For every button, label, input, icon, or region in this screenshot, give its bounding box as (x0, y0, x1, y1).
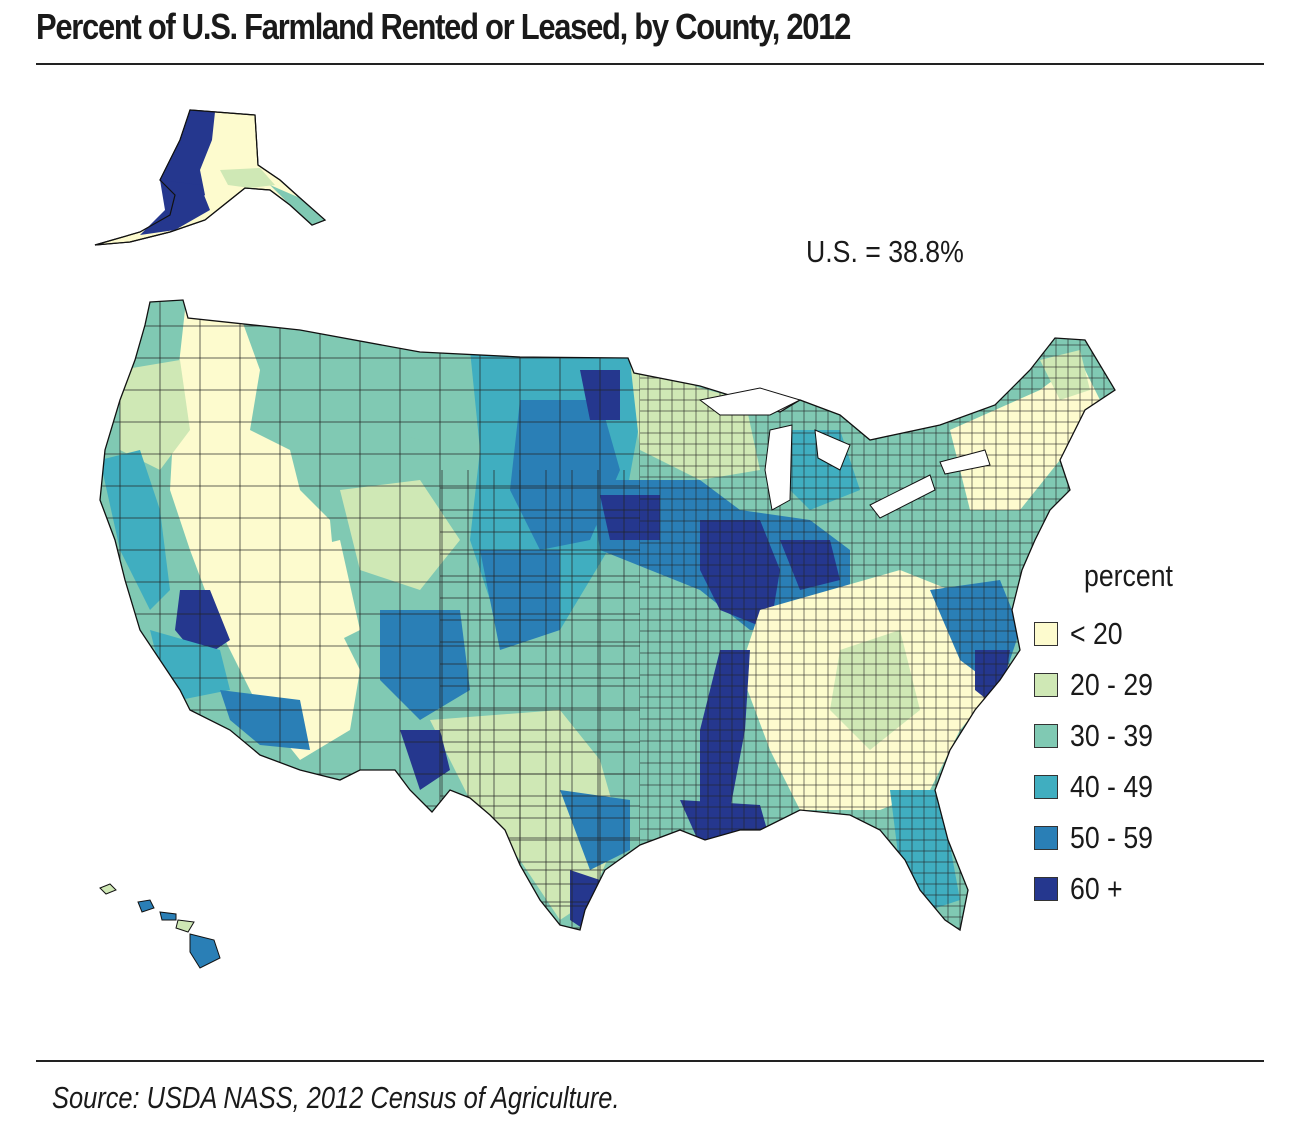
footer-rule (36, 1060, 1264, 1062)
legend-label: < 20 (1070, 615, 1123, 651)
source-note: Source: USDA NASS, 2012 Census of Agricu… (52, 1080, 620, 1115)
hawaii (99, 883, 221, 969)
map-title: Percent of U.S. Farmland Rented or Lease… (36, 6, 851, 47)
legend-swatch (1034, 825, 1058, 850)
alaska (94, 109, 327, 246)
us-average-label: U.S. = 38.8% (806, 234, 964, 269)
legend-swatch (1034, 723, 1058, 748)
legend-label: 20 - 29 (1070, 666, 1154, 702)
legend-title: percent (1084, 558, 1173, 593)
legend-swatch (1034, 621, 1058, 646)
legend-label: 60 + (1070, 870, 1123, 906)
legend-label: 50 - 59 (1070, 819, 1154, 855)
legend-label: 30 - 39 (1070, 717, 1154, 753)
legend-swatch (1034, 774, 1058, 799)
legend-swatch (1034, 672, 1058, 697)
conus (99, 299, 1116, 932)
legend-item: 40 - 49 (1034, 761, 1187, 812)
legend-item: 60 + (1034, 863, 1187, 914)
legend: percent < 20 20 - 29 30 - 39 40 - 49 50 … (1034, 558, 1187, 914)
legend-swatch (1034, 876, 1058, 901)
title-rule (36, 63, 1264, 65)
legend-item: 30 - 39 (1034, 710, 1187, 761)
county-choropleth-map (94, 109, 1116, 969)
legend-item: < 20 (1034, 608, 1187, 659)
legend-item: 20 - 29 (1034, 659, 1187, 710)
legend-item: 50 - 59 (1034, 812, 1187, 863)
legend-label: 40 - 49 (1070, 768, 1154, 804)
